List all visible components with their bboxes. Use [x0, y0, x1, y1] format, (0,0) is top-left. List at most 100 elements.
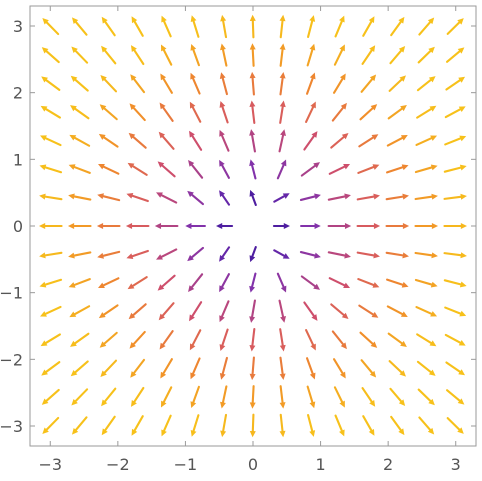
vector-arrow [219, 328, 229, 351]
arrow-head [160, 400, 167, 408]
arrow-head [220, 14, 227, 22]
vector-arrow [42, 416, 60, 435]
arrow-head [460, 252, 467, 259]
arrow-head [339, 371, 346, 379]
arrow-head [430, 311, 438, 317]
vector-arrow [446, 18, 464, 35]
vector-arrow [158, 131, 175, 150]
arrow-head [69, 134, 77, 141]
arrow-shaft [74, 360, 89, 374]
arrow-head [70, 369, 78, 377]
arrow-head [339, 73, 346, 81]
arrow-head [431, 252, 438, 259]
vector-arrow [416, 105, 437, 119]
arrow-shaft [221, 328, 229, 347]
arrow-head [96, 223, 104, 229]
arrow-shaft [307, 414, 314, 432]
vector-arrow [361, 45, 376, 65]
vector-arrow [100, 74, 118, 93]
arrow-shaft [102, 304, 119, 316]
arrow-head [216, 223, 223, 229]
arrow-shaft [103, 49, 117, 65]
arrow-shaft [73, 136, 91, 147]
arrow-shaft [162, 386, 173, 404]
arrow-head [428, 398, 435, 406]
arrow-head [280, 129, 286, 136]
vector-arrow [190, 385, 200, 409]
vector-arrow [278, 299, 286, 323]
arrow-shaft [221, 385, 228, 404]
vector-arrow [360, 359, 377, 378]
arrow-shaft [386, 136, 404, 147]
vector-arrow [279, 14, 286, 39]
arrow-shaft [44, 195, 63, 201]
vector-arrow [71, 388, 89, 406]
arrow-shaft [102, 136, 119, 148]
vector-arrow [386, 164, 409, 174]
arrow-head [341, 132, 349, 140]
vector-arrow [330, 132, 349, 149]
arrow-head [339, 429, 345, 437]
x-tick-label: 0 [248, 455, 258, 474]
arrow-head [187, 254, 194, 262]
vector-arrow [41, 361, 61, 376]
arrow-shaft [418, 416, 432, 431]
vector-arrow [189, 301, 203, 322]
arrow-head [249, 159, 256, 167]
vector-arrow [414, 278, 438, 288]
arrow-head [101, 16, 108, 24]
vector-arrow [279, 71, 286, 96]
arrow-head [370, 341, 378, 348]
arrow-head [220, 43, 226, 51]
arrow-shaft [190, 163, 204, 179]
vector-arrow [249, 189, 257, 206]
arrow-head [279, 71, 286, 79]
arrow-shaft [191, 301, 203, 318]
arrow-head [127, 162, 135, 169]
arrow-shaft [102, 250, 121, 257]
arrow-head [68, 193, 75, 200]
arrow-shaft [415, 306, 433, 315]
arrow-shaft [133, 358, 146, 374]
vector-arrow [418, 416, 435, 435]
arrow-shaft [361, 49, 373, 65]
arrow-shaft [390, 20, 402, 37]
arrow-head [340, 342, 347, 350]
arrow-head [371, 311, 379, 318]
arrow-head [343, 163, 351, 170]
arrow-shaft [44, 137, 62, 147]
arrow-head [100, 370, 107, 378]
vector-arrow [249, 356, 256, 381]
vector-arrow [446, 417, 464, 434]
arrow-shaft [44, 278, 63, 286]
vector-arrow [41, 388, 60, 405]
vector-arrow [444, 106, 466, 119]
arrow-shaft [416, 333, 433, 345]
arrow-shaft [444, 333, 462, 344]
vector-arrow [388, 360, 406, 377]
vector-arrow [305, 357, 316, 380]
vector-arrow [130, 74, 146, 94]
arrow-layer [38, 14, 468, 438]
arrow-shaft [132, 303, 147, 317]
arrow-head [187, 190, 194, 198]
arrow-shaft [414, 166, 433, 174]
vector-arrow [101, 45, 117, 65]
x-tick-label: −3 [38, 455, 62, 474]
arrow-head [398, 428, 405, 436]
vector-arrow [216, 223, 234, 229]
vector-arrow [331, 102, 347, 122]
arrow-shaft [332, 358, 344, 375]
arrow-shaft [103, 359, 118, 374]
vector-arrow [276, 272, 287, 293]
arrow-shaft [390, 415, 402, 432]
arrow-head [219, 373, 226, 380]
vector-arrow [220, 413, 228, 438]
arrow-shaft [44, 333, 61, 344]
arrow-shaft [360, 359, 374, 374]
vector-arrow [414, 223, 439, 229]
vector-arrow [70, 360, 89, 377]
vector-arrow [130, 45, 145, 66]
arrow-head [159, 342, 166, 350]
arrow-shaft [445, 389, 461, 402]
